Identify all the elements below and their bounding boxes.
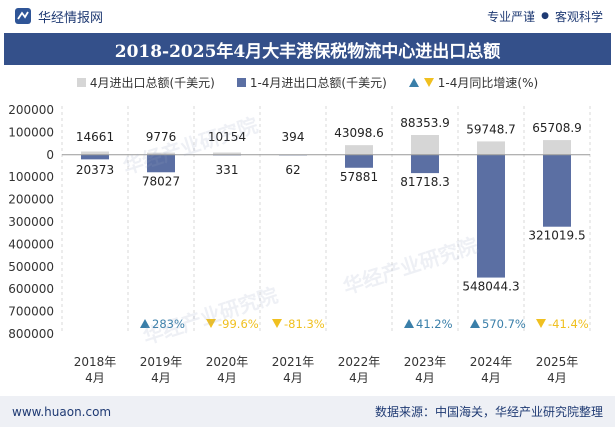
export-value-label: 43098.6 xyxy=(334,126,384,140)
import-value-label: 548044.3 xyxy=(462,280,519,294)
growth-value-label: 570.7% xyxy=(482,317,526,331)
export-bar xyxy=(81,151,109,155)
export-value-label: 59748.7 xyxy=(466,122,516,136)
footer-source: 数据来源：中国海关，华经产业研究院整理 xyxy=(374,405,603,419)
export-bar xyxy=(543,140,571,155)
import-bar xyxy=(81,154,109,160)
export-value-label: 14661 xyxy=(76,130,114,144)
legend-label-export: 4月进出口总额(千美元) xyxy=(89,75,215,90)
x-tick-label: 2024年 xyxy=(470,355,513,369)
top-bar: 华经情报网 专业严谨 ● 客观科学 xyxy=(0,0,615,32)
triangle-up-icon xyxy=(408,77,419,87)
import-value-label: 81718.3 xyxy=(400,175,450,189)
export-value-label: 394 xyxy=(282,130,305,144)
x-tick-label: 4月 xyxy=(283,371,303,385)
export-bar xyxy=(213,152,241,155)
export-value-label: 88353.9 xyxy=(400,116,450,130)
chart-title-band: 2018-2025年4月大丰港保税物流中心进出口总额 xyxy=(4,33,611,65)
import-bar xyxy=(411,154,439,174)
y-tick-label: 400000 xyxy=(8,237,54,251)
legend-item-export: 4月进出口总额(千美元) xyxy=(76,74,215,91)
bar-chart: 14661 20373 9776 78027 283% 10154 331 -99.6% 394… xyxy=(8,103,591,385)
growth-up-marker xyxy=(140,319,150,328)
x-tick-label: 2019年 xyxy=(140,355,183,369)
legend-label-growth: 1-4月同比增速(%) xyxy=(437,75,539,90)
x-tick-label: 2022年 xyxy=(338,355,381,369)
brand: 华经情报网 xyxy=(14,7,103,26)
export-value-label: 9776 xyxy=(146,130,177,144)
y-tick-label: 300000 xyxy=(8,215,54,229)
import-value-label: 331 xyxy=(216,163,239,177)
legend-swatch-import xyxy=(236,77,246,87)
import-value-label: 78027 xyxy=(142,174,180,188)
x-tick-label: 4月 xyxy=(349,371,369,385)
import-value-label: 20373 xyxy=(76,163,114,177)
x-tick-label: 4月 xyxy=(547,371,567,385)
growth-value-label: -99.6% xyxy=(218,317,259,331)
import-bar xyxy=(345,154,373,168)
export-value-label: 65708.9 xyxy=(532,121,582,135)
chart-title: 2018-2025年4月大丰港保税物流中心进出口总额 xyxy=(114,41,501,62)
y-tick-label: 800000 xyxy=(8,327,54,341)
growth-value-label: 283% xyxy=(152,317,185,331)
x-tick-label: 2018年 xyxy=(74,355,117,369)
y-tick-label: 100000 xyxy=(8,170,54,184)
footer-url: www.huaon.com xyxy=(12,404,112,419)
brand-logo-icon xyxy=(15,8,31,24)
growth-down-marker xyxy=(272,319,282,328)
y-tick-label: 200000 xyxy=(8,193,54,207)
import-bar xyxy=(477,154,505,278)
legend-label-import: 1-4月进出口总额(千美元) xyxy=(249,75,387,90)
growth-down-marker xyxy=(206,319,216,328)
export-value-label: 10154 xyxy=(208,130,246,144)
export-bar xyxy=(345,145,373,155)
growth-up-marker xyxy=(404,319,414,328)
export-bar xyxy=(411,135,439,155)
triangle-down-icon xyxy=(423,77,434,87)
bullet-icon: ● xyxy=(541,11,549,21)
import-bar xyxy=(543,154,571,227)
growth-value-label: -41.4% xyxy=(548,317,589,331)
y-tick-label: 600000 xyxy=(8,282,54,296)
growth-up-marker xyxy=(470,319,480,328)
y-tick-label: 100000 xyxy=(8,125,54,139)
legend-item-import: 1-4月进出口总额(千美元) xyxy=(236,74,387,91)
y-tick-label: 200000 xyxy=(8,103,54,117)
export-bar xyxy=(147,152,175,155)
x-tick-label: 4月 xyxy=(151,371,171,385)
x-tick-label: 2025年 xyxy=(536,355,579,369)
import-bar xyxy=(147,154,175,173)
x-tick-label: 4月 xyxy=(481,371,501,385)
import-value-label: 57881 xyxy=(340,170,378,184)
x-tick-label: 2020年 xyxy=(206,355,249,369)
x-tick-label: 4月 xyxy=(415,371,435,385)
footer: www.huaon.com 数据来源：中国海关，华经产业研究院整理 xyxy=(0,396,615,427)
x-tick-label: 4月 xyxy=(217,371,237,385)
growth-value-label: 41.2% xyxy=(416,317,453,331)
export-bar xyxy=(477,141,505,155)
x-tick-label: 2023年 xyxy=(404,355,447,369)
legend-item-growth: 1-4月同比增速(%) xyxy=(408,74,539,91)
growth-value-label: -81.3% xyxy=(284,317,325,331)
growth-down-marker xyxy=(536,319,546,328)
header-tag: 专业严谨 xyxy=(487,9,536,24)
y-tick-label: 500000 xyxy=(8,260,54,274)
x-tick-label: 2021年 xyxy=(272,355,315,369)
import-value-label: 62 xyxy=(285,163,300,177)
y-tick-label: 0 xyxy=(46,148,54,162)
legend-swatch-export xyxy=(76,77,86,87)
header-tags: 专业严谨 ● 客观科学 xyxy=(487,8,603,25)
chart-legend: 4月进出口总额(千美元) 1-4月进出口总额(千美元) 1-4月同比增速(%) xyxy=(0,72,615,92)
import-value-label: 321019.5 xyxy=(528,229,585,243)
x-tick-label: 4月 xyxy=(85,371,105,385)
y-tick-label: 700000 xyxy=(8,305,54,319)
header-tag: 客观科学 xyxy=(554,9,603,24)
brand-name: 华经情报网 xyxy=(38,10,104,26)
